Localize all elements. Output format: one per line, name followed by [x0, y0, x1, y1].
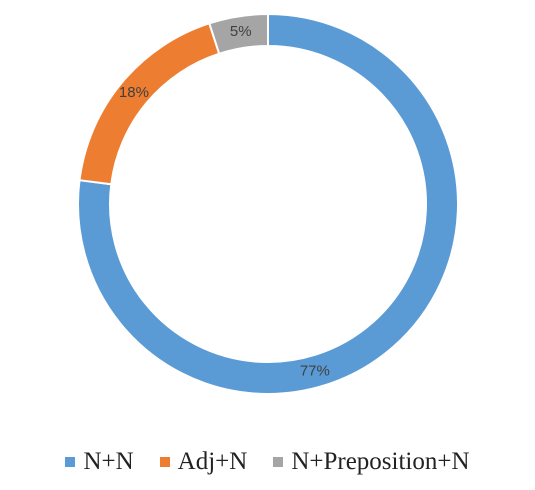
legend-item: N+N	[65, 448, 134, 476]
legend: N+N Adj+N N+Preposition+N	[0, 448, 535, 476]
legend-swatch	[273, 457, 284, 467]
donut-segment	[77, 12, 459, 395]
chart: 77% 18% 5%	[77, 12, 459, 395]
data-label: 77%	[300, 363, 330, 380]
legend-label: N+N	[83, 448, 134, 475]
legend-label: Adj+N	[177, 448, 248, 475]
legend-label: N+Preposition+N	[291, 448, 470, 475]
legend-item: N+Preposition+N	[273, 448, 470, 476]
legend-item: Adj+N	[159, 448, 248, 476]
legend-swatch	[159, 457, 170, 467]
data-label: 5%	[230, 23, 252, 40]
donut-segment	[78, 22, 221, 186]
data-label: 18%	[119, 84, 149, 101]
donut-segment	[208, 12, 269, 55]
legend-swatch	[65, 457, 76, 467]
